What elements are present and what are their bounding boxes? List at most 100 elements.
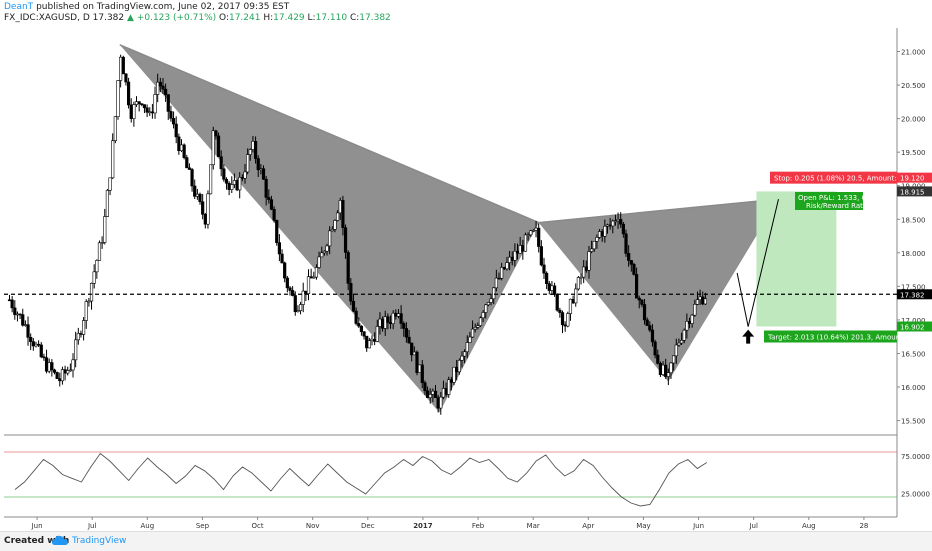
candle-body[interactable] [328,230,332,247]
candle-body[interactable] [10,299,14,309]
candle-body[interactable] [161,85,165,90]
candle-body[interactable] [679,339,684,344]
candle-body[interactable] [280,253,284,264]
candle-body[interactable] [92,271,96,284]
candle-body[interactable] [222,168,226,180]
candle-body[interactable] [656,354,660,364]
candle-body[interactable] [105,190,110,217]
candle-body[interactable] [224,179,229,184]
candle-body[interactable] [293,295,297,313]
candle-body[interactable] [362,331,366,337]
candle-body[interactable] [42,356,46,359]
candle-body[interactable] [463,351,467,357]
candle-body[interactable] [182,144,186,158]
candle-body[interactable] [158,81,162,87]
candle-body[interactable] [145,107,149,113]
candle-body[interactable] [89,283,94,302]
time-axis[interactable]: Jun Jul Aug Sep Oct Nov Dec 2017 Feb Mar Apr May Jun… [31,517,869,530]
candle-body[interactable] [470,328,475,338]
candle-body[interactable] [693,304,697,316]
candle-body[interactable] [373,338,377,342]
candle-body[interactable] [476,325,480,328]
candle-body[interactable] [590,248,594,252]
candle-body[interactable] [531,230,536,232]
candle-body[interactable] [510,256,514,261]
candle-body[interactable] [116,80,120,117]
candle-body[interactable] [687,321,692,324]
candle-body[interactable] [230,184,234,190]
candle-body[interactable] [497,277,501,280]
candle-body[interactable] [148,111,152,114]
candle-body[interactable] [698,296,702,300]
candle-body[interactable] [150,111,154,114]
candle-body[interactable] [343,227,348,253]
candle-body[interactable] [346,252,350,284]
candle-body[interactable] [481,312,485,319]
candle-body[interactable] [81,320,86,335]
candle-body[interactable] [269,199,274,210]
candle-body[interactable] [550,285,554,291]
candle-body[interactable] [425,390,430,398]
candle-body[interactable] [486,302,491,306]
candle-body[interactable] [396,313,401,317]
candle-body[interactable] [320,252,324,258]
candle-body[interactable] [634,274,639,299]
candle-body[interactable] [624,233,628,254]
candle-body[interactable] [185,157,189,169]
candle-body[interactable] [97,242,102,261]
candle-body[interactable] [29,336,33,342]
candle-body[interactable] [256,158,260,171]
candle-body[interactable] [124,73,128,83]
candle-body[interactable] [515,250,520,254]
candle-body[interactable] [375,326,379,342]
price-tag[interactable] [897,321,932,332]
candle-body[interactable] [545,272,549,284]
candle-body[interactable] [336,212,340,221]
candle-body[interactable] [291,290,295,296]
author-link[interactable]: DeanT [4,2,34,12]
candle-body[interactable] [600,231,604,237]
candle-body[interactable] [367,340,371,349]
candle-body[interactable] [661,364,665,375]
candle-body[interactable] [44,357,49,372]
candle-body[interactable] [507,256,512,263]
candle-body[interactable] [613,220,618,223]
candle-body[interactable] [235,180,239,191]
candle-body[interactable] [87,300,91,303]
candle-body[interactable] [418,364,422,373]
candle-body[interactable] [529,230,533,236]
candle-body[interactable] [23,324,27,326]
candle-body[interactable] [277,242,281,255]
candle-body[interactable] [354,310,358,324]
candle-body[interactable] [621,223,625,235]
candle-body[interactable] [441,388,446,398]
candle-body[interactable] [502,267,506,270]
candle-body[interactable] [216,135,221,157]
candle-body[interactable] [285,277,289,289]
candle-body[interactable] [412,351,416,356]
candle-body[interactable] [238,176,242,191]
candle-body[interactable] [537,227,541,247]
candle-body[interactable] [7,299,12,302]
candle-body[interactable] [365,335,369,349]
candle-body[interactable] [415,351,419,373]
candle-body[interactable] [156,81,160,95]
candle-body[interactable] [595,237,599,242]
candle-body[interactable] [576,277,580,290]
candle-body[interactable] [66,370,70,374]
candle-body[interactable] [563,324,567,327]
tradingview-brand[interactable]: TradingView [72,536,127,546]
candle-body[interactable] [95,260,99,273]
candle-body[interactable] [187,167,192,170]
rsi-line[interactable] [14,452,708,507]
candle-body[interactable] [433,390,438,399]
candle-body[interactable] [568,298,573,314]
candle-body[interactable] [399,313,403,324]
candle-body[interactable] [460,355,464,361]
candle-body[interactable] [465,342,469,353]
candle-body[interactable] [584,266,588,271]
candle-body[interactable] [272,209,276,221]
candle-body[interactable] [494,277,498,289]
candle-body[interactable] [166,94,170,112]
candle-body[interactable] [447,379,451,395]
